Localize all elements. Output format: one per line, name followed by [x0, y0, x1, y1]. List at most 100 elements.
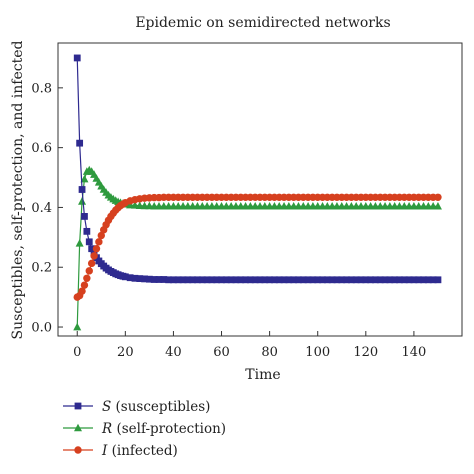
legend-variable: R — [101, 421, 112, 437]
series-s-point — [347, 276, 355, 284]
series-s-point — [275, 276, 283, 284]
series-i-point — [80, 281, 89, 289]
series-s-point — [400, 276, 408, 284]
series-s-point — [386, 276, 394, 284]
x-tick-label: 100 — [305, 345, 330, 360]
series-s-point — [194, 276, 201, 284]
series-s-point — [179, 276, 187, 284]
series-s-point — [184, 276, 192, 284]
legend-description: (susceptibles) — [111, 399, 210, 415]
series-s-point — [256, 276, 264, 284]
series-s-point — [434, 276, 442, 284]
series-s-point — [227, 276, 235, 284]
series-s-point — [429, 276, 437, 284]
series-s-point — [396, 276, 403, 284]
series-s-point — [73, 54, 81, 62]
series-s — [73, 54, 442, 284]
series-s-point — [415, 276, 423, 284]
series-s-point — [376, 276, 384, 284]
x-tick-label: 80 — [261, 345, 278, 360]
series-i-point — [85, 267, 93, 275]
legend-swatch-marker — [74, 423, 82, 432]
series-s-point — [299, 276, 307, 284]
series-r-point — [433, 201, 442, 210]
series-s-point — [78, 186, 86, 193]
series-r-point — [78, 197, 87, 205]
chart-title: Epidemic on semidirected networks — [135, 15, 390, 31]
x-axis-label: Time — [245, 367, 280, 383]
legend-item-s: S (susceptibles) — [63, 399, 210, 415]
series-s-line — [76, 57, 438, 281]
series-i-point — [83, 274, 91, 282]
legend: S (susceptibles) R (self-protection) I (in… — [63, 399, 226, 459]
legend-swatch-marker — [74, 402, 82, 410]
series-s-point — [405, 276, 413, 284]
y-tick-label: 0.4 — [31, 201, 52, 216]
series-s-point — [145, 275, 153, 283]
series-r-point — [73, 322, 82, 331]
series-s-point — [295, 276, 302, 284]
series-s-point — [237, 276, 245, 284]
series-s-point — [261, 276, 269, 284]
series-s-point — [314, 276, 322, 284]
legend-swatch-marker — [74, 446, 82, 454]
x-axis-ticks: 0 20 40 60 80 100 120 140 — [73, 331, 426, 360]
series-s-point — [155, 276, 163, 283]
x-tick-label: 60 — [213, 345, 230, 360]
series-i-point — [90, 252, 98, 260]
series-s-point — [208, 276, 216, 284]
series-s-point — [218, 276, 225, 284]
legend-description: (self-protection) — [112, 421, 226, 437]
series-s-point — [319, 276, 326, 284]
legend-item-i: I (infected) — [63, 443, 178, 459]
series-i — [73, 193, 442, 301]
series-s-point — [420, 276, 427, 284]
series-s-point — [343, 276, 350, 284]
x-tick-label: 120 — [353, 345, 378, 360]
series-s-point — [304, 276, 312, 284]
series-r-line — [76, 169, 438, 328]
series-s-point — [76, 139, 84, 147]
series-s-point — [333, 276, 341, 284]
series-s-point — [126, 274, 134, 282]
series-i-point — [92, 244, 101, 253]
series-i-point — [78, 287, 86, 295]
series-layer — [73, 54, 442, 331]
series-i-point — [434, 193, 442, 201]
series-s-point — [174, 276, 182, 284]
series-s-point — [121, 273, 129, 281]
series-s-point — [352, 276, 360, 284]
series-s-point — [222, 276, 230, 284]
x-tick-label: 140 — [401, 345, 426, 360]
series-s-point — [203, 276, 211, 284]
legend-item-r: R (self-protection) — [63, 421, 226, 437]
series-s-point — [410, 276, 418, 284]
series-s-point — [251, 276, 259, 284]
y-axis-ticks: 0.0 0.2 0.4 0.6 0.8 — [31, 81, 63, 336]
series-s-point — [160, 276, 168, 283]
series-s-point — [362, 276, 370, 284]
series-s-point — [131, 274, 139, 282]
series-s-point — [150, 276, 158, 283]
series-i-point — [87, 259, 96, 268]
y-tick-label: 0.0 — [31, 321, 52, 336]
x-tick-label: 20 — [117, 345, 134, 360]
y-tick-label: 0.2 — [31, 261, 52, 276]
series-s-point — [165, 276, 173, 284]
series-s-point — [309, 276, 317, 284]
series-s-point — [198, 276, 206, 284]
series-s-point — [246, 276, 254, 284]
legend-label: R (self-protection) — [101, 421, 226, 437]
series-s-point — [323, 276, 331, 284]
legend-variable: I — [101, 443, 108, 459]
series-s-point — [280, 276, 288, 284]
series-s-point — [266, 276, 274, 284]
series-s-point — [242, 276, 249, 284]
series-r — [73, 165, 442, 331]
y-axis-label: Susceptibles, self-protection, and infec… — [10, 41, 26, 340]
legend-label: S (susceptibles) — [102, 399, 210, 415]
x-tick-label: 0 — [73, 345, 81, 360]
x-tick-label: 40 — [165, 345, 182, 360]
plot-frame — [57, 42, 463, 337]
series-s-point — [213, 276, 221, 284]
